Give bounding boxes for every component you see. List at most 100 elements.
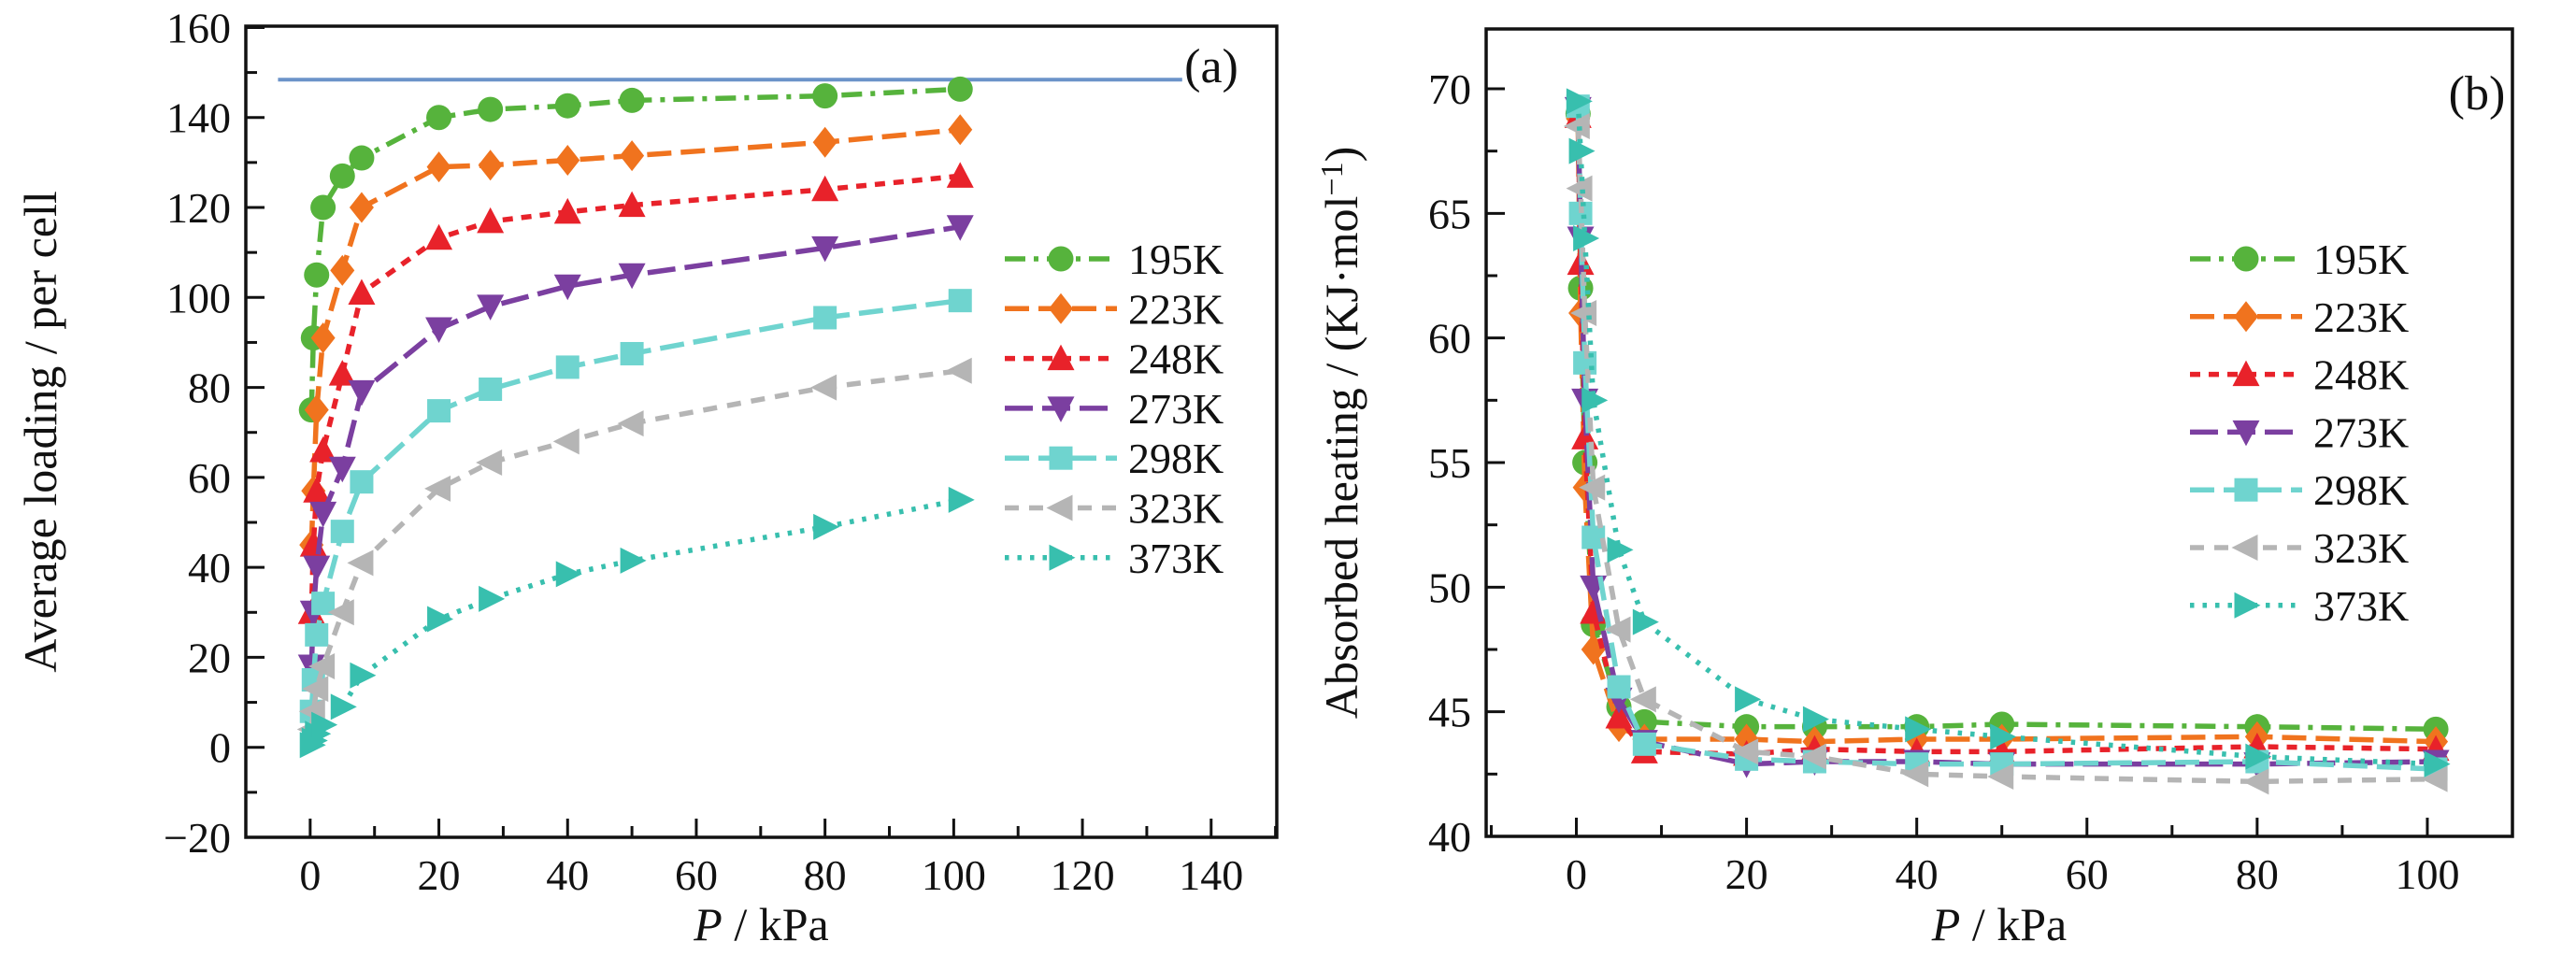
data-point-195K xyxy=(478,96,504,122)
legend-label-298K: 298K xyxy=(1128,435,1224,482)
data-point-323K xyxy=(347,549,374,577)
y-tick-label: 65 xyxy=(1428,190,1471,237)
data-point-248K xyxy=(348,278,376,305)
legend-marker-323K xyxy=(1046,494,1073,521)
series-273K-a xyxy=(297,215,974,681)
axis-ticks-b xyxy=(1486,87,2429,838)
data-point-323K xyxy=(945,357,972,384)
axis-ticks-a xyxy=(246,25,1278,839)
legend-label-373K: 373K xyxy=(2313,582,2409,630)
legend-label-223K: 223K xyxy=(1128,285,1224,333)
data-point-373K xyxy=(330,693,357,720)
legend-marker-248K xyxy=(2232,360,2260,387)
legend-label-273K: 273K xyxy=(1128,385,1224,433)
legend-item-373K: 373K xyxy=(2190,582,2409,630)
data-point-323K xyxy=(476,449,503,476)
legend-marker-273K xyxy=(2232,420,2260,447)
legend-item-273K: 273K xyxy=(2190,408,2409,456)
series-line-223K xyxy=(308,126,961,546)
data-point-323K xyxy=(2421,765,2448,792)
legend-label-323K: 323K xyxy=(1128,485,1224,533)
data-point-323K xyxy=(552,428,580,455)
data-point-273K xyxy=(425,317,453,343)
data-point-273K xyxy=(348,379,376,407)
data-point-195K xyxy=(329,163,355,189)
data-point-373K xyxy=(1573,225,1600,251)
data-point-298K xyxy=(1632,732,1656,756)
legend-label-323K: 323K xyxy=(2313,524,2409,572)
data-point-323K xyxy=(2242,768,2269,795)
data-point-323K xyxy=(1604,616,1631,643)
data-point-248K xyxy=(946,162,974,188)
legend-label-195K: 195K xyxy=(2313,235,2409,283)
x-axis-label-b: P / kPa xyxy=(1931,898,2067,950)
data-point-248K xyxy=(811,175,839,202)
data-point-248K xyxy=(328,360,356,386)
y-axis-label-a: Average loading / per cell xyxy=(14,191,66,673)
data-point-298K xyxy=(620,341,644,365)
data-point-195K xyxy=(812,83,838,109)
data-point-248K xyxy=(618,191,646,218)
data-point-273K xyxy=(811,235,839,263)
chart-b: 0 20 40 60 80 100 40 45 50 55 60 65 70 P / kPa Absorbe… xyxy=(1315,27,2514,950)
data-point-223K xyxy=(330,254,355,286)
x-tick-label: 40 xyxy=(1896,850,1939,898)
legend-marker-373K xyxy=(2234,592,2261,619)
data-point-373K xyxy=(479,585,506,612)
legend-item-323K: 323K xyxy=(1005,485,1224,533)
data-point-373K xyxy=(1568,137,1596,164)
data-point-195K xyxy=(304,262,330,288)
y-tick-label: 0 xyxy=(209,724,231,772)
data-point-223K xyxy=(620,140,645,172)
data-point-323K xyxy=(1732,738,1759,765)
data-point-373K xyxy=(2245,743,2272,770)
legend-label-195K: 195K xyxy=(1128,235,1224,283)
data-point-373K xyxy=(1905,716,1932,743)
legend-item-298K: 298K xyxy=(1005,435,1224,482)
data-point-323K xyxy=(302,676,329,703)
y-tick-label: 40 xyxy=(1428,813,1471,861)
legend-item-373K: 373K xyxy=(1005,535,1224,582)
legend-item-323K: 323K xyxy=(2190,524,2409,572)
data-point-298K xyxy=(330,520,354,544)
data-point-248K xyxy=(1605,703,1633,729)
series-line-323K xyxy=(1575,125,2437,785)
legend-item-273K: 273K xyxy=(1005,385,1224,433)
legend-item-248K: 248K xyxy=(2190,351,2409,399)
series-195K-a xyxy=(298,76,973,423)
legend-label-273K: 273K xyxy=(2313,408,2409,456)
data-point-273K xyxy=(303,555,331,582)
y-tick-label: 50 xyxy=(1428,563,1471,611)
legend-marker-195K xyxy=(2233,246,2259,272)
x-tick-label: 140 xyxy=(1179,851,1243,899)
data-point-323K xyxy=(1566,175,1593,202)
y-tick-label: 55 xyxy=(1428,439,1471,487)
data-point-373K xyxy=(813,513,840,540)
data-point-373K xyxy=(555,561,582,588)
x-tick-label: 100 xyxy=(2395,850,2459,898)
data-point-195K xyxy=(619,87,645,113)
data-point-195K xyxy=(947,76,973,102)
series-line-248K xyxy=(1575,116,2437,757)
data-point-323K xyxy=(308,653,336,680)
x-tick-label: 0 xyxy=(299,851,321,899)
legend-marker-195K xyxy=(1048,246,1074,272)
data-point-248K xyxy=(309,435,337,463)
y-tick-label: 70 xyxy=(1428,65,1471,113)
data-point-248K xyxy=(477,207,505,234)
data-point-273K xyxy=(328,456,356,483)
x-tick-label: 80 xyxy=(2236,850,2279,898)
y-tick-label: 20 xyxy=(188,634,231,681)
legend-label-248K: 248K xyxy=(1128,335,1224,383)
data-point-195K xyxy=(554,93,580,119)
x-tick-label: 60 xyxy=(2066,850,2109,898)
plot-box-b xyxy=(1484,27,2514,838)
data-point-273K xyxy=(309,501,337,528)
data-point-298K xyxy=(555,355,580,379)
data-point-298K xyxy=(479,378,503,402)
y-tick-label: 120 xyxy=(166,184,231,232)
data-point-323K xyxy=(1629,686,1656,713)
data-point-195K xyxy=(310,194,336,221)
y-tick-label: 60 xyxy=(188,454,231,502)
